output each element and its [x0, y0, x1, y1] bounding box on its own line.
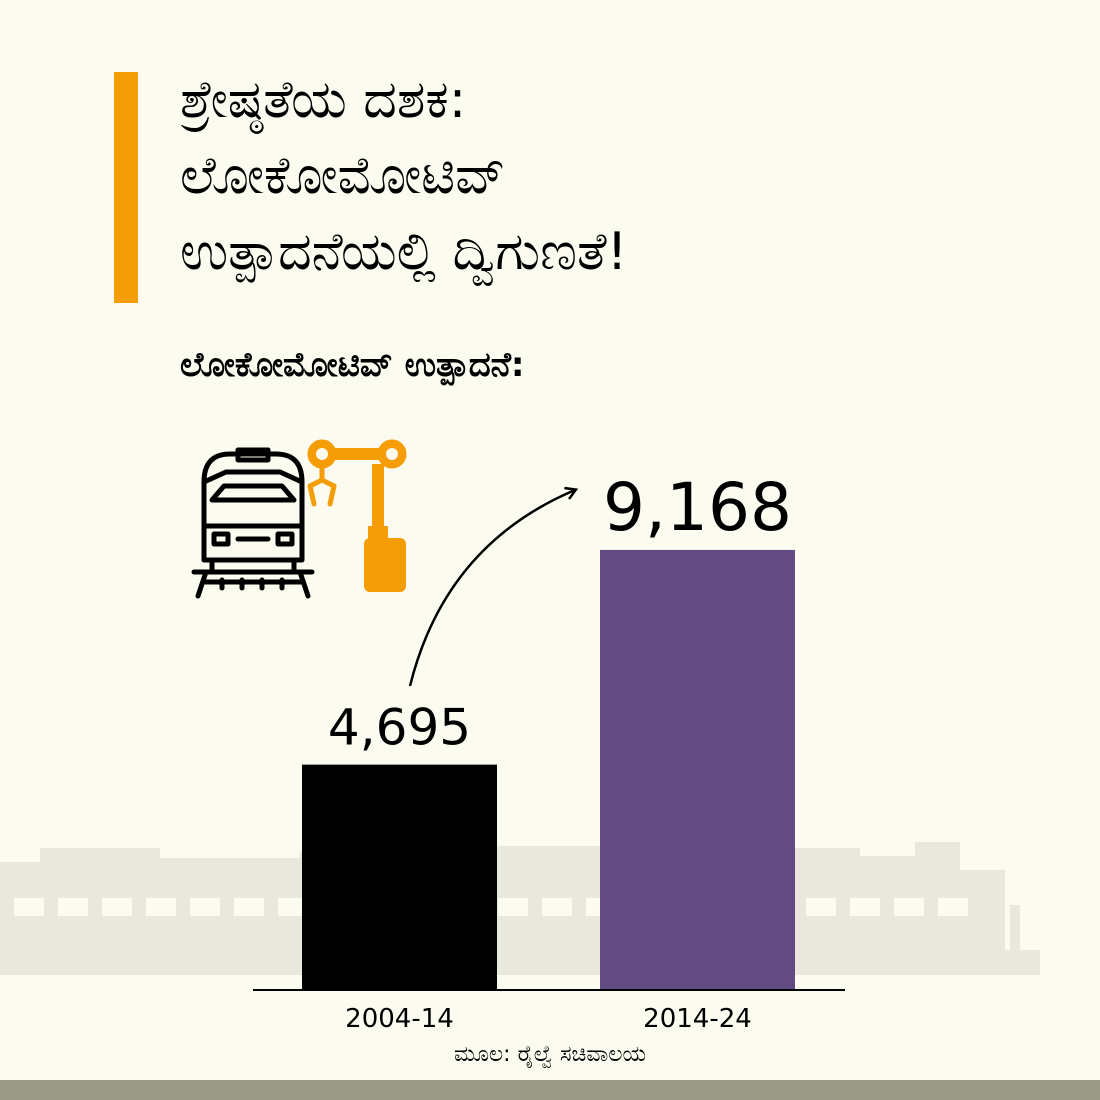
title-line-3: ಉತ್ಪಾದನೆಯಲ್ಲಿ ದ್ವಿಗುಣತೆ! — [180, 222, 628, 282]
silhouette-window — [542, 898, 572, 916]
value-label-2014-24: 9,168 — [603, 469, 792, 546]
silhouette-window — [850, 898, 880, 916]
silhouette-window — [234, 898, 264, 916]
chart-subtitle: ಲೋಕೋಮೋಟಿವ್ ಉತ್ಪಾದನೆ: — [180, 345, 525, 385]
silhouette-window — [278, 898, 308, 916]
title-line-1: ಶ್ರೇಷ್ಠತೆಯ ದಶಕ: — [180, 70, 467, 130]
page-title: ಶ್ರೇಷ್ಠತೆಯ ದಶಕ: ಲೋಕೋಮೋಟಿವ್ ಉತ್ಪಾದನೆಯಲ್ಲಿ… — [180, 62, 1040, 290]
silhouette-window — [14, 898, 44, 916]
locomotive-factory-illustration — [190, 430, 420, 610]
value-label-2004-14: 4,695 — [328, 699, 471, 757]
title-line-2: ಲೋಕೋಮೋಟಿವ್ — [180, 146, 506, 206]
x-tick-label-2004-14: 2004-14 — [345, 1004, 454, 1034]
silhouette-window — [146, 898, 176, 916]
silhouette-window — [938, 898, 968, 916]
silhouette-window — [190, 898, 220, 916]
silhouette-window — [58, 898, 88, 916]
source-note: ಮೂಲ: ರೈಲ್ವೆ ಸಚಿವಾಲಯ — [453, 1042, 647, 1067]
x-tick-label-2014-24: 2014-24 — [643, 1004, 752, 1034]
bar-2014-24 — [600, 549, 795, 990]
locomotive-icon — [191, 447, 315, 599]
curved-arrow-icon — [408, 490, 575, 687]
robot-arm-icon — [307, 439, 407, 592]
silhouette-window — [894, 898, 924, 916]
bar-2004-14 — [302, 764, 497, 990]
silhouette-window — [498, 898, 528, 916]
silhouette-window — [806, 898, 836, 916]
bottom-band — [0, 1080, 1100, 1100]
silhouette-window — [102, 898, 132, 916]
accent-bar — [114, 72, 138, 303]
